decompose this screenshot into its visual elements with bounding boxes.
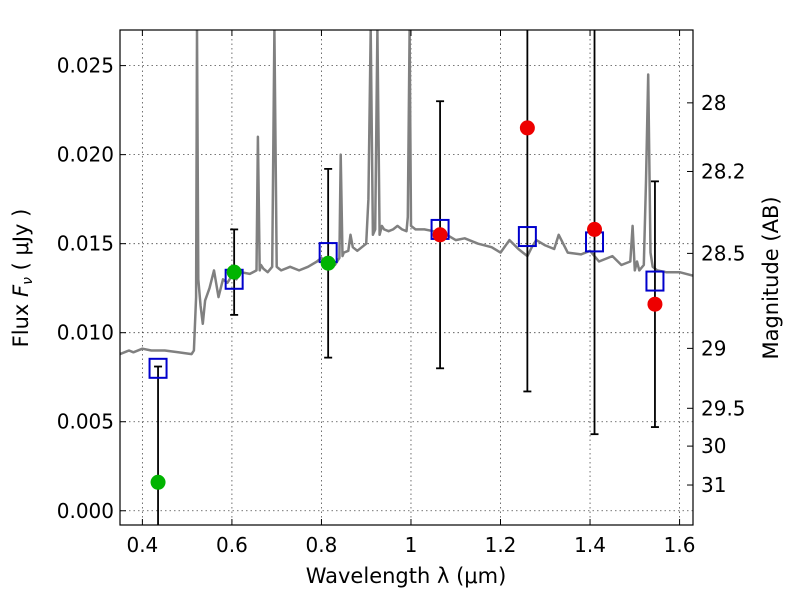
y-tick-label: 0.000 xyxy=(57,499,114,523)
model-spectrum-line xyxy=(120,30,693,356)
y-tick-label: 0.025 xyxy=(57,54,114,78)
infrared-data-point xyxy=(647,296,663,312)
y2-tick-label: 28.5 xyxy=(701,241,746,265)
y-tick-label: 0.005 xyxy=(57,410,114,434)
plot-area xyxy=(120,30,693,525)
grid-lines xyxy=(120,30,693,525)
axes: 0.4 0.6 0.8 1 1.2 1.4 1.6 0.000 0.005 0.010 0.015 0… xyxy=(57,30,746,557)
y2-axis-label: Magnitude (AB) xyxy=(759,196,783,359)
x-axis-label: Wavelength λ (μm) xyxy=(306,564,507,588)
optical-data-point xyxy=(150,474,166,490)
y-tick-label: 0.020 xyxy=(57,143,114,167)
model-photometry-square xyxy=(517,226,537,248)
y-tick-label: 0.010 xyxy=(57,321,114,345)
infrared-data-point xyxy=(432,227,448,243)
infrared-data-point xyxy=(587,221,603,237)
model-photometry-square xyxy=(148,357,168,379)
y-axis-label: Flux Fν ( μJy ) xyxy=(9,209,36,348)
y2-tick-label: 28.2 xyxy=(701,159,746,183)
y2-tick-label: 29.5 xyxy=(701,396,746,420)
y2-tick-label: 30 xyxy=(701,434,726,458)
x-tick-label: 0.4 xyxy=(126,533,158,557)
x-tick-label: 1.2 xyxy=(485,533,517,557)
x-tick-label: 1.6 xyxy=(664,533,696,557)
x-tick-label: 1 xyxy=(405,533,418,557)
optical-data-point xyxy=(320,255,336,271)
x-tick-label: 0.6 xyxy=(216,533,248,557)
y2-tick-label: 28 xyxy=(701,91,726,115)
y2-tick-label: 31 xyxy=(701,473,726,497)
infrared-data-point xyxy=(519,120,535,136)
y2-tick-label: 29 xyxy=(701,336,726,360)
y-tick-label: 0.015 xyxy=(57,232,114,256)
x-tick-label: 0.8 xyxy=(306,533,338,557)
plot-frame xyxy=(119,29,694,526)
x-tick-label: 1.4 xyxy=(574,533,606,557)
optical-data-point xyxy=(226,264,242,280)
model-photometry-square xyxy=(645,270,665,292)
